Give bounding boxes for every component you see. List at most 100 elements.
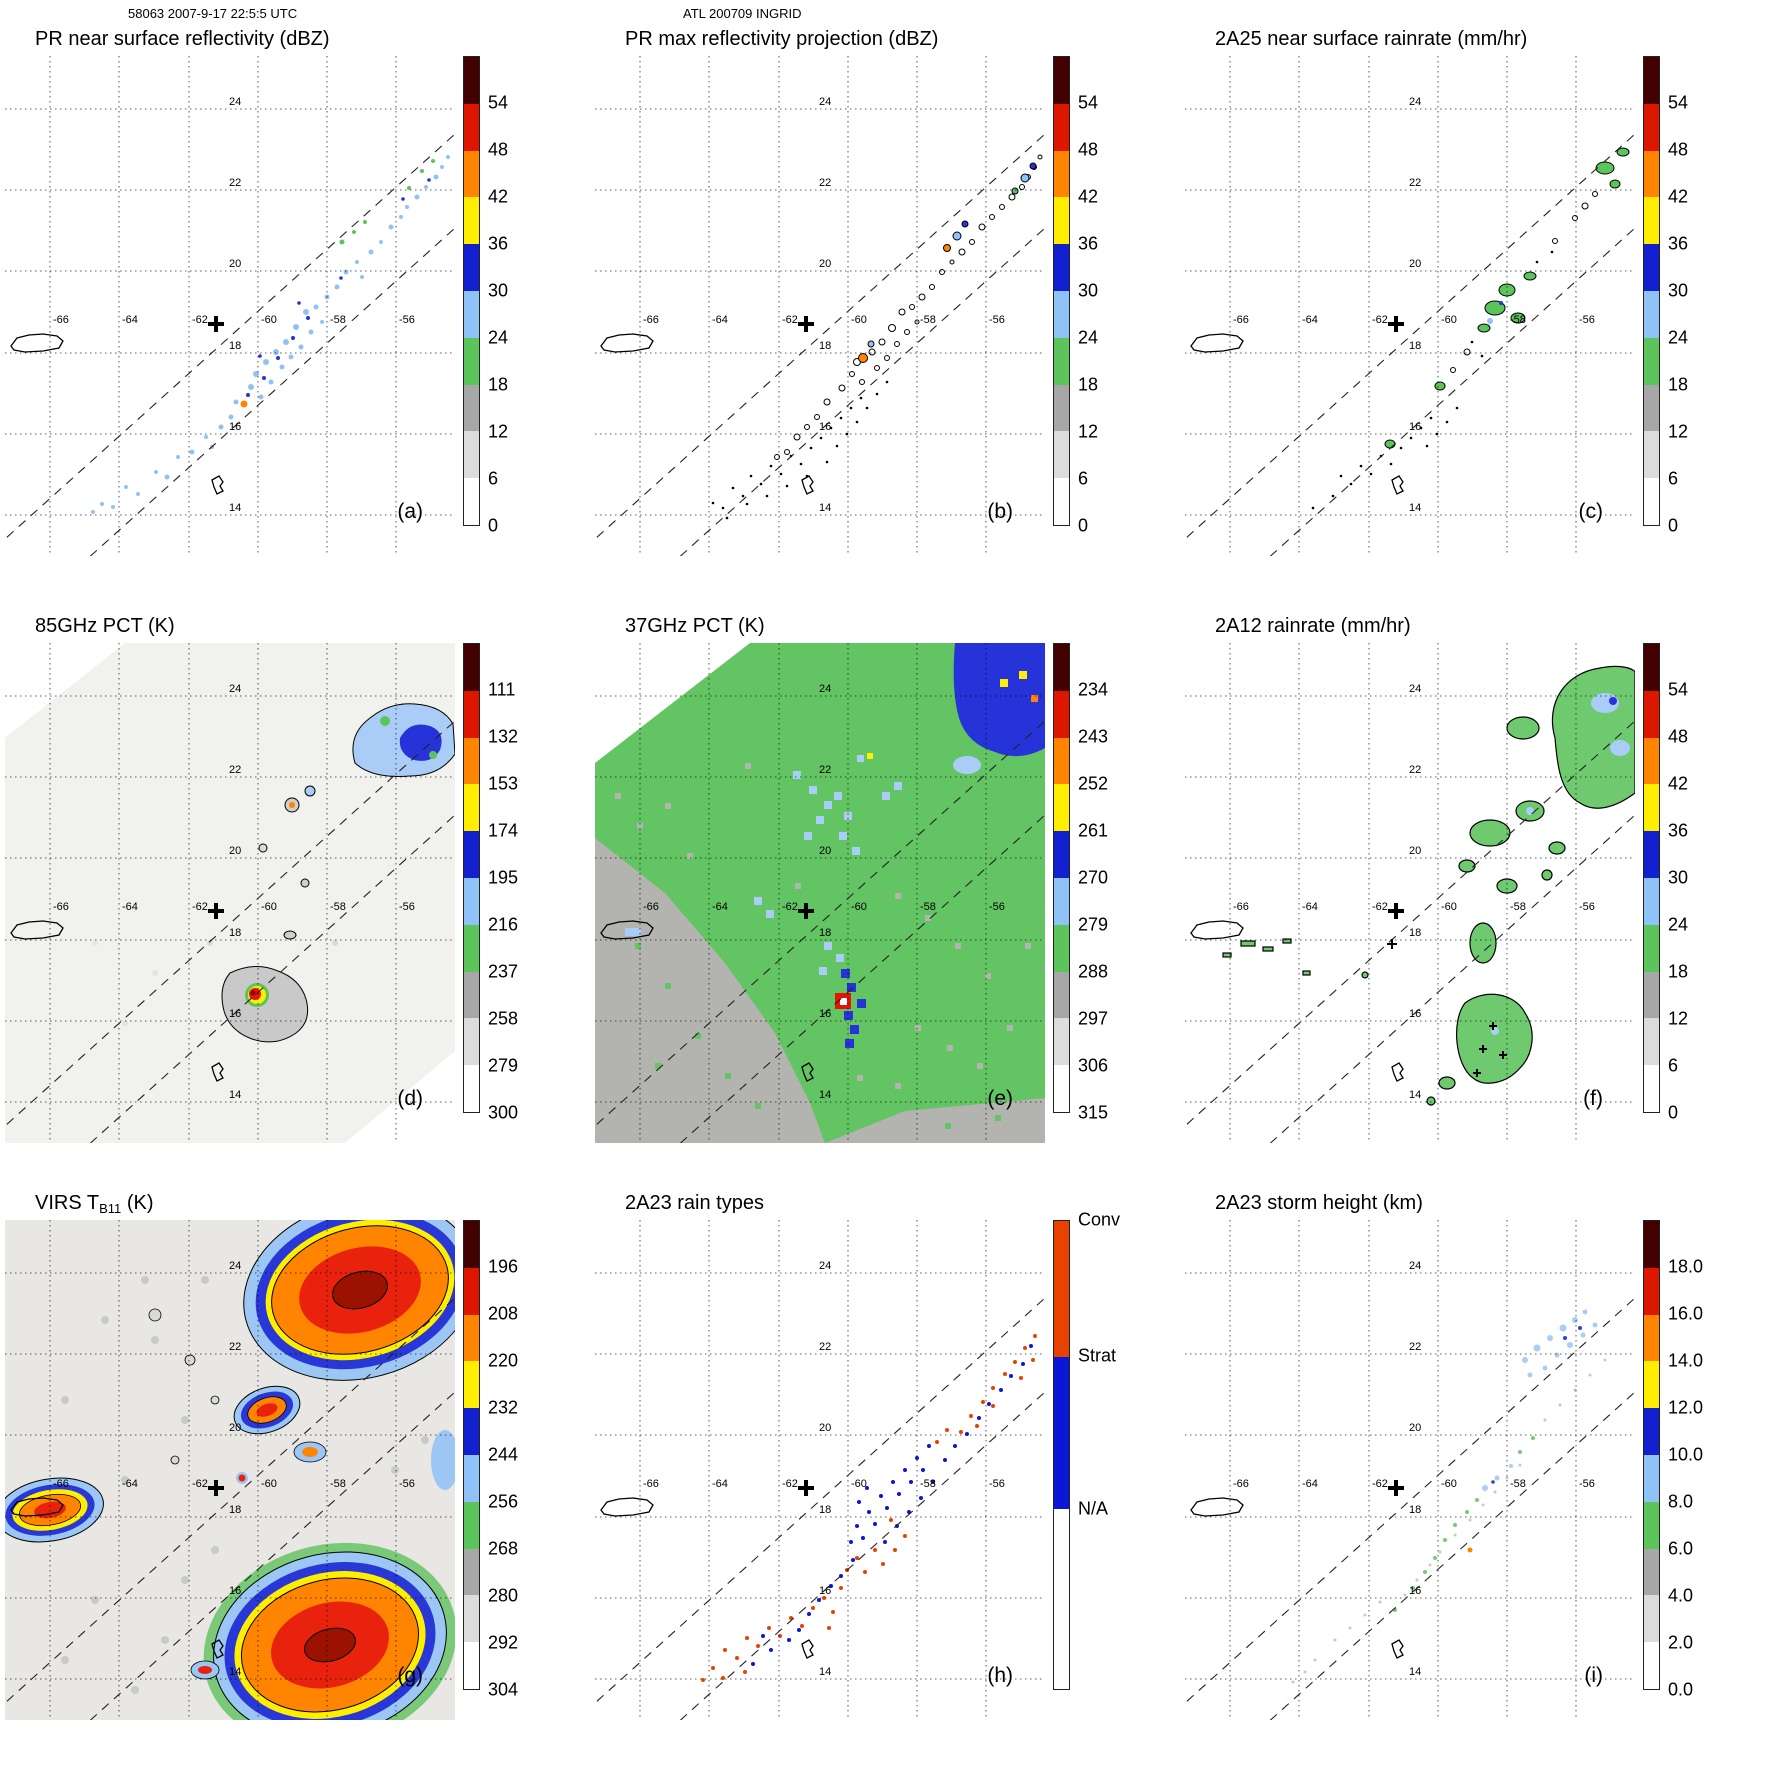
grid-label: -58 [1510,314,1526,326]
colorbar-tick: 54 [488,92,509,113]
colorbar-tick: 48 [1668,139,1689,160]
colorbar-tick: 12 [1668,421,1689,442]
colorbar-bar [463,1220,480,1690]
colorbar-segment [464,644,479,691]
colorbar-segment [1644,690,1659,738]
storm-center-marker [1388,903,1404,919]
grid-label: -60 [851,1478,867,1490]
tmi-rain-blobs [1222,665,1635,1106]
puerto-rico-coastline [10,920,64,940]
grid-label: -66 [1233,1478,1249,1490]
colorbar-category-label: N/A [1078,1498,1109,1519]
colorbar-tick: 2.0 [1668,1632,1694,1653]
colorbar-tick: 36 [488,233,509,254]
colorbar-segment [464,1361,479,1409]
grid-label: 20 [819,1422,831,1434]
max-reflectivity-colored [858,162,1037,363]
colorbar-segment [464,1065,479,1112]
grid-label: 14 [229,502,241,514]
grid-label: -62 [782,901,798,913]
panel-title-text: VIRS T [35,1192,100,1214]
storm-center-marker [1388,1480,1404,1496]
colorbar-segment [464,831,479,878]
grid-lines [5,643,455,1143]
pct37-field [595,643,1045,1143]
colorbar-tick: 12 [1078,421,1099,442]
colorbar-tick: 243 [1078,726,1109,747]
grid-label: -62 [192,901,208,913]
storm-center-marker [208,903,224,919]
colorbar-segment [1644,1361,1659,1409]
map-pr-reflectivity: -66 -64 -62 -60 -58 -56 24 22 20 18 16 14 (a) [5,56,455,556]
colorbar-segment [1644,103,1659,151]
colorbar-segment [464,150,479,198]
colorbar-tick: 30 [1668,867,1689,888]
grid-label: -62 [782,1478,798,1490]
colorbar-tick: 258 [488,1008,519,1029]
storm-center-marker [1388,316,1404,332]
colorbar-bar [463,56,480,526]
grid-label: 22 [1409,764,1421,776]
colorbar-segment [464,1595,479,1643]
colorbar-c: 54 48 42 36 30 24 18 12 6 0 [1643,56,1743,536]
grid-label: -66 [643,1478,659,1490]
colorbar-segment [1054,924,1069,972]
colorbar-tick: 42 [1668,186,1689,207]
storm-center-marker [208,316,224,332]
island-coastline [801,1639,814,1659]
virs-field [5,1220,455,1720]
grid-labels: -66 -64 -62 -60 -58 -56 24 22 20 18 16 14 [643,96,1005,514]
colorbar-segment [464,1221,479,1268]
grid-label: 14 [1409,1089,1421,1101]
grid-label: 16 [1409,421,1421,433]
colorbar-tick: 54 [1668,92,1689,113]
colorbar-tick: 0.0 [1668,1679,1694,1700]
colorbar-tick: 24 [1078,327,1099,348]
panel-letter: (i) [1584,1664,1603,1687]
colorbar-tick: 174 [488,820,519,841]
grid-label: -66 [643,314,659,326]
grid-label: -56 [1579,314,1595,326]
colorbar-tick: 6 [488,468,499,489]
colorbar-segment [464,971,479,1019]
secondary-marker [1387,939,1397,949]
map-storm-height: -66 -64 -62 -60 -58 -56 24 22 20 18 16 14 (i) [1185,1220,1635,1720]
panel-letter: (e) [987,1087,1013,1110]
panel-letter: (g) [397,1664,423,1687]
grid-label: -56 [989,901,1005,913]
colorbar-segment [1644,1548,1659,1596]
colorbar-tick: 24 [1668,914,1689,935]
grid-label: -60 [851,314,867,326]
colorbar-segment [1644,431,1659,479]
storm-height-specks [1291,1309,1607,1684]
storm-center-marker [798,903,814,919]
colorbar-segment [1054,877,1069,925]
puerto-rico-coastline [600,333,654,353]
rainrate-darkblue-speck [1499,301,1503,305]
colorbar-ticks: Conv Strat N/A [1078,1210,1150,1690]
grid-label: 20 [1409,258,1421,270]
panel-title-text: 2A23 rain types [625,1192,764,1214]
grid-labels: -66 -64 -62 -60 -58 -56 24 22 20 18 16 14 [1233,683,1595,1101]
grid-label: 16 [819,1585,831,1597]
grid-label: -58 [330,314,346,326]
grid-labels: -66 -64 -62 -60 -58 -56 24 22 20 18 16 14 [643,683,1005,1101]
grid-label: 22 [1409,177,1421,189]
panel-title-text: 2A12 rainrate (mm/hr) [1215,615,1411,637]
colorbar-tick: 0 [1668,515,1679,536]
panel-title: 2A23 rain types [625,1192,764,1215]
colorbar-tick: 36 [1668,233,1689,254]
colorbar-tick: 280 [488,1585,519,1606]
colorbar-tick: 292 [488,1632,519,1653]
grid-label: -66 [53,314,69,326]
colorbar-segment [1054,150,1069,198]
storm-id: ATL 200709 INGRID [683,6,802,21]
colorbar-tick: 48 [488,139,509,160]
puerto-rico-coastline [600,1497,654,1517]
colorbar-segment [1054,1065,1069,1112]
map-max-reflectivity: -66 -64 -62 -60 -58 -56 24 22 20 18 16 14 (b) [595,56,1045,556]
panel-g: VIRS TB11 (K) [5,1192,565,1737]
grid-label: 18 [1409,1504,1421,1516]
panel-title: 2A25 near surface rainrate (mm/hr) [1215,28,1527,51]
colorbar-i: 18.0 16.0 14.0 12.0 10.0 8.0 6.0 4.0 2.0 0.0 [1643,1220,1743,1700]
